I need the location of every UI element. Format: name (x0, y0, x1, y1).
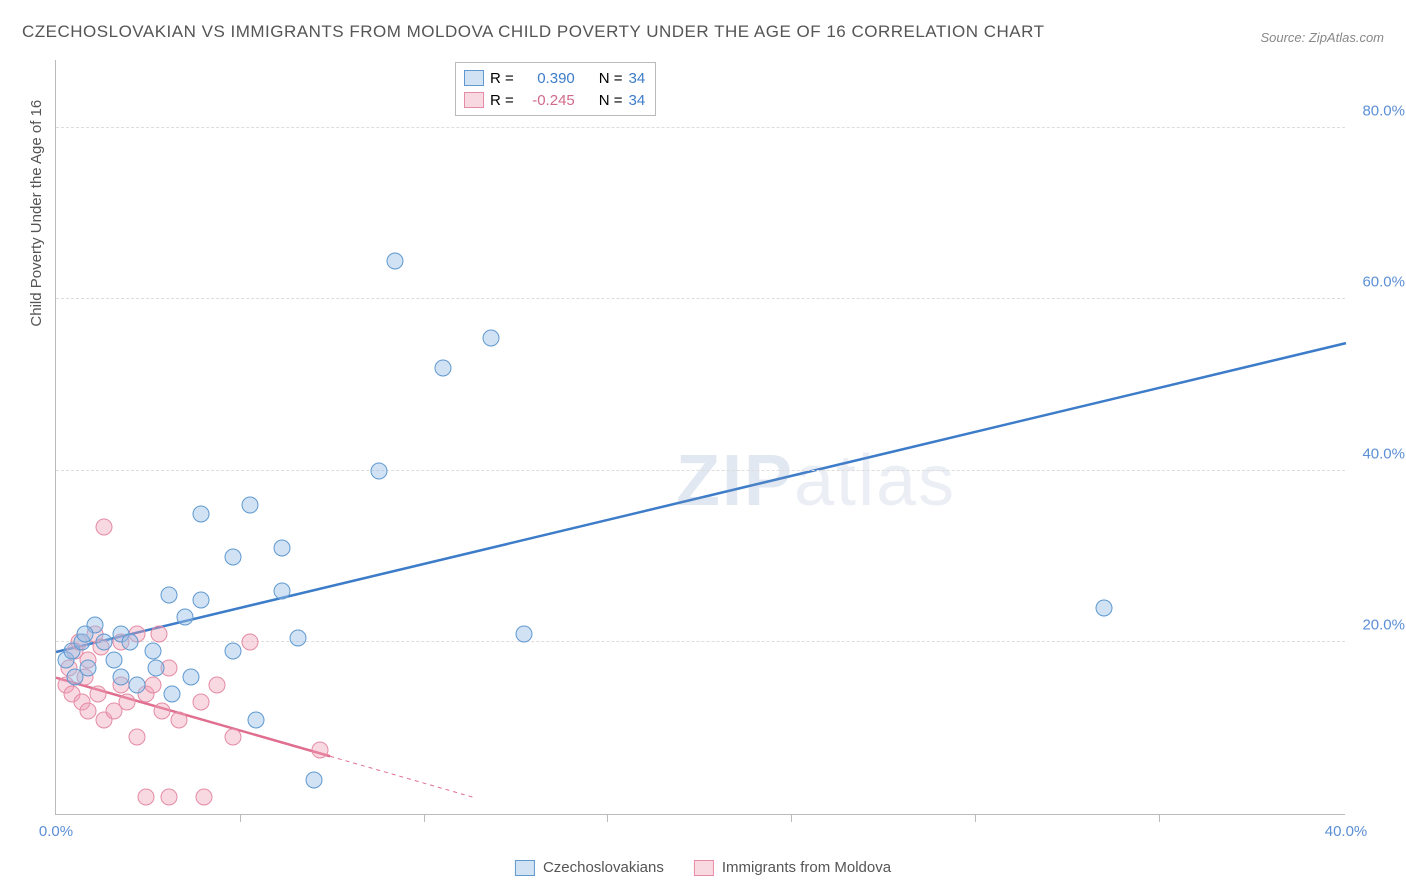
legend-label-blue: Czechoslovakians (543, 859, 664, 876)
scatter-point (386, 252, 403, 269)
swatch-blue-icon (515, 860, 535, 876)
n-value-pink: 34 (629, 92, 646, 109)
legend-row-pink: R = -0.245 N = 34 (464, 89, 645, 111)
scatter-point (177, 608, 194, 625)
scatter-point (241, 497, 258, 514)
scatter-point (122, 634, 139, 651)
scatter-point (209, 677, 226, 694)
scatter-point (67, 668, 84, 685)
n-label: N = (599, 92, 623, 109)
x-tick (1159, 814, 1160, 822)
scatter-point (151, 625, 168, 642)
scatter-point (160, 788, 177, 805)
scatter-point (241, 634, 258, 651)
scatter-point (170, 711, 187, 728)
scatter-point (515, 625, 532, 642)
plot-area: ZIPatlas 20.0%40.0%60.0%80.0%0.0%40.0% (55, 60, 1345, 815)
legend-item-blue: Czechoslovakians (515, 859, 664, 876)
r-label: R = (490, 92, 514, 109)
scatter-point (128, 677, 145, 694)
scatter-point (183, 668, 200, 685)
x-tick (424, 814, 425, 822)
swatch-pink (464, 92, 484, 108)
scatter-point (193, 505, 210, 522)
gridline (56, 298, 1345, 299)
scatter-point (196, 788, 213, 805)
scatter-point (273, 582, 290, 599)
scatter-point (225, 728, 242, 745)
scatter-point (138, 788, 155, 805)
y-tick-label: 80.0% (1350, 102, 1405, 119)
scatter-point (144, 677, 161, 694)
scatter-point (144, 643, 161, 660)
scatter-point (483, 329, 500, 346)
y-tick-label: 20.0% (1350, 617, 1405, 634)
scatter-point (106, 651, 123, 668)
scatter-point (160, 587, 177, 604)
x-tick (607, 814, 608, 822)
scatter-point (273, 540, 290, 557)
trend-lines (56, 60, 1345, 814)
r-value-blue: 0.390 (520, 70, 575, 87)
x-tick-label: 0.0% (39, 823, 73, 840)
legend-row-blue: R = 0.390 N = 34 (464, 67, 645, 89)
y-axis-label: Child Poverty Under the Age of 16 (28, 100, 45, 327)
legend-series: Czechoslovakians Immigrants from Moldova (515, 859, 891, 876)
scatter-point (193, 694, 210, 711)
y-tick-label: 60.0% (1350, 274, 1405, 291)
scatter-point (96, 634, 113, 651)
gridline (56, 470, 1345, 471)
x-tick (240, 814, 241, 822)
scatter-point (370, 462, 387, 479)
scatter-point (147, 660, 164, 677)
gridline (56, 127, 1345, 128)
scatter-point (164, 685, 181, 702)
scatter-point (1096, 600, 1113, 617)
swatch-pink-icon (694, 860, 714, 876)
legend-item-pink: Immigrants from Moldova (694, 859, 891, 876)
scatter-point (193, 591, 210, 608)
chart-title: CZECHOSLOVAKIAN VS IMMIGRANTS FROM MOLDO… (22, 22, 1044, 42)
x-tick (975, 814, 976, 822)
scatter-point (128, 728, 145, 745)
scatter-point (225, 643, 242, 660)
swatch-blue (464, 70, 484, 86)
n-label: N = (599, 70, 623, 87)
r-label: R = (490, 70, 514, 87)
scatter-point (118, 694, 135, 711)
y-tick-label: 40.0% (1350, 445, 1405, 462)
scatter-point (154, 703, 171, 720)
legend-label-pink: Immigrants from Moldova (722, 859, 891, 876)
scatter-point (77, 625, 94, 642)
scatter-point (289, 630, 306, 647)
legend-correlation: R = 0.390 N = 34 R = -0.245 N = 34 (455, 62, 656, 116)
source-label: Source: ZipAtlas.com (1260, 30, 1384, 45)
x-tick (791, 814, 792, 822)
r-value-pink: -0.245 (520, 92, 575, 109)
scatter-point (225, 548, 242, 565)
scatter-point (112, 668, 129, 685)
scatter-point (89, 685, 106, 702)
scatter-point (312, 741, 329, 758)
scatter-point (306, 771, 323, 788)
x-tick-label: 40.0% (1325, 823, 1368, 840)
scatter-point (247, 711, 264, 728)
n-value-blue: 34 (629, 70, 646, 87)
scatter-point (435, 359, 452, 376)
scatter-point (80, 703, 97, 720)
scatter-point (96, 518, 113, 535)
